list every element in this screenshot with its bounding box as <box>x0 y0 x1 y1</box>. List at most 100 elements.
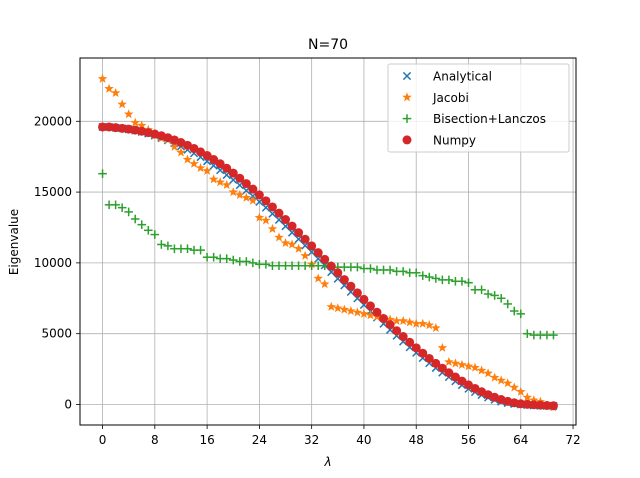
numpy-point <box>241 179 251 189</box>
numpy-point <box>418 348 428 358</box>
analytical-point <box>287 228 297 237</box>
jacobi-point <box>123 109 134 119</box>
bisection-lanczos-point <box>242 257 251 266</box>
jacobi-point <box>104 83 114 93</box>
bisection-lanczos-point <box>163 241 173 251</box>
numpy-point <box>235 173 245 183</box>
jacobi-point <box>274 232 284 242</box>
numpy-point <box>202 151 212 161</box>
jacobi-point <box>267 223 278 233</box>
x-tick-label: 0 <box>99 433 107 447</box>
jacobi-point <box>215 177 225 187</box>
jacobi-point <box>137 120 147 130</box>
jacobi-point <box>228 187 238 197</box>
jacobi-point <box>287 239 297 249</box>
numpy-point <box>196 147 206 157</box>
numpy-point <box>267 202 277 212</box>
numpy-point <box>437 363 447 373</box>
bisection-lanczos-point <box>130 214 140 224</box>
bisection-lanczos-point <box>196 245 205 255</box>
jacobi-point <box>176 147 186 157</box>
bisection-lanczos-point <box>490 291 499 300</box>
jacobi-point <box>333 303 343 313</box>
jacobi-point <box>202 165 212 175</box>
analytical-point <box>300 241 310 250</box>
numpy-point <box>294 228 304 238</box>
jacobi-point <box>189 158 199 168</box>
x-tick-label: 64 <box>513 433 528 447</box>
numpy-point <box>542 400 552 410</box>
jacobi-point <box>385 314 395 324</box>
jacobi-point <box>261 215 271 225</box>
numpy-point <box>281 215 291 225</box>
numpy-point <box>326 261 336 271</box>
y-axis-label: Eigenvalue <box>7 209 21 275</box>
numpy-point <box>398 332 408 342</box>
bisection-lanczos-point <box>516 309 526 319</box>
legend-box <box>387 63 570 153</box>
bisection-lanczos-point <box>137 220 147 229</box>
x-tick-label: 24 <box>252 433 267 447</box>
jacobi-point <box>235 189 245 199</box>
numpy-point <box>333 268 343 278</box>
jacobi-point <box>221 180 232 190</box>
jacobi-point <box>437 342 448 352</box>
jacobi-point <box>195 163 206 173</box>
bisection-lanczos-point <box>183 244 192 254</box>
numpy-point <box>254 190 264 200</box>
jacobi-point <box>522 392 533 402</box>
numpy-point <box>359 294 369 304</box>
bisection-lanczos-point <box>431 274 441 283</box>
jacobi-point <box>431 323 441 333</box>
bisection-lanczos-point <box>385 265 395 275</box>
numpy-point <box>372 307 382 317</box>
numpy-point <box>104 122 114 132</box>
numpy-point <box>339 275 349 285</box>
analytical-point <box>268 209 277 218</box>
jacobi-point <box>130 117 140 127</box>
jacobi-point <box>470 362 480 372</box>
jacobi-point <box>496 375 506 385</box>
jacobi-point <box>352 307 363 317</box>
legend-label-bisection-lanczos: Bisection+Lanczos <box>433 112 546 126</box>
jacobi-point <box>169 141 180 151</box>
jacobi-point <box>411 318 421 328</box>
legend-label-analytical: Analytical <box>433 70 492 84</box>
y-tick-label: 20000 <box>34 114 72 128</box>
bisection-lanczos-point <box>353 262 362 272</box>
jacobi-point <box>489 372 500 382</box>
x-tick-label: 32 <box>304 433 319 447</box>
jacobi-point <box>463 361 474 371</box>
jacobi-point <box>208 174 219 184</box>
analytical-point <box>294 234 303 244</box>
jacobi-point <box>509 382 519 392</box>
x-tick-label: 56 <box>461 433 476 447</box>
jacobi-point <box>319 279 330 289</box>
bisection-lanczos-point <box>509 306 519 316</box>
legend: Analytical Jacobi Bisection+Lanczos Numpy <box>387 63 570 153</box>
legend-marker-numpy <box>402 135 412 145</box>
numpy-point <box>405 337 415 347</box>
numpy-point <box>392 326 402 336</box>
numpy-point <box>313 248 323 258</box>
jacobi-point <box>457 359 467 369</box>
y-tick-label: 15000 <box>34 185 72 199</box>
x-tick-label: 40 <box>356 433 371 447</box>
jacobi-point <box>476 365 487 375</box>
plot-series <box>97 73 559 412</box>
bisection-lanczos-point <box>523 329 532 338</box>
bisection-lanczos-point <box>157 240 166 249</box>
y-tick-label: 10000 <box>34 256 72 270</box>
numpy-point <box>385 320 395 330</box>
jacobi-point <box>254 212 265 222</box>
bisection-lanczos-point <box>143 226 153 235</box>
jacobi-point <box>280 238 291 248</box>
bisection-lanczos-point <box>424 272 434 282</box>
numpy-point <box>535 400 545 410</box>
bisection-lanczos-point <box>222 254 232 263</box>
numpy-point <box>424 353 434 363</box>
numpy-point <box>287 221 297 231</box>
bisection-lanczos-point <box>150 230 160 239</box>
x-tick-label: 72 <box>565 433 580 447</box>
